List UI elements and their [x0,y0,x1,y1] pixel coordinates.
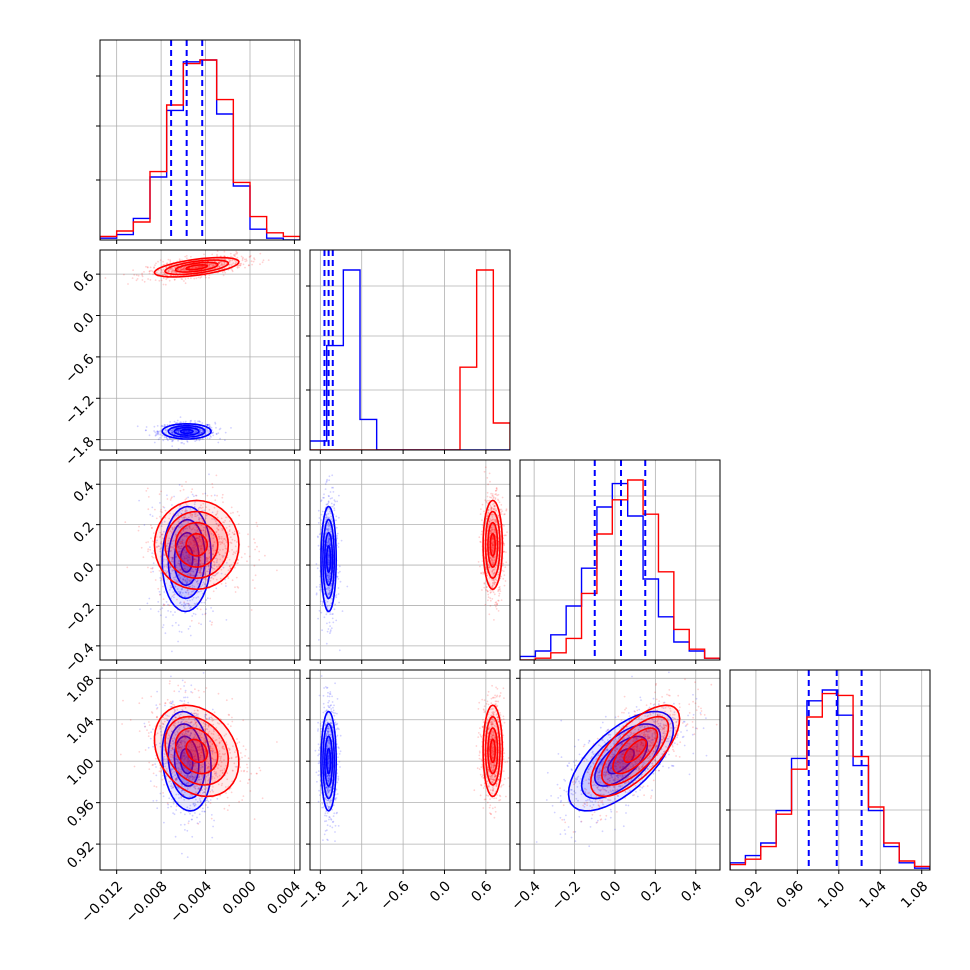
contour-blue [173,426,200,437]
axes-frame [309,249,511,451]
scatter-panel-3-1: −1.8 −1.2 −0.6 0.0 0.6 [295,669,511,914]
contour-red [174,521,219,568]
contour-blue [173,531,200,587]
contour-red [164,715,230,786]
hist-panel-2 [516,459,721,664]
contour-red [487,521,499,568]
contour-blue [325,747,332,775]
x-tick-label: −0.6 [377,878,412,913]
histogram-red [100,59,300,240]
scatter-points-red [124,474,278,626]
contour-blue [179,428,194,435]
hist-panel-3: 0.92 0.96 1.00 1.04 1.08 [726,669,931,912]
contour-red [489,738,497,764]
scatter-panel-2-1 [306,459,511,664]
axes-frame [99,39,301,241]
hist-panel-1 [306,249,511,454]
y-tick-label: 1.08 [64,673,97,706]
scatter-panel-1-0: −1.8 −1.2 −0.6 0.0 0.6 [62,249,301,469]
axes-frame [99,669,301,871]
histogram-blue [730,689,930,870]
x-tick-label: −0.004 [167,878,215,926]
y-tick-label: 0.4 [71,479,98,506]
x-tick-label: 0.0 [598,878,625,905]
contour-red [174,727,219,775]
axes-frame [519,669,721,871]
histogram-red [520,479,720,660]
y-tick-label: 0.0 [71,559,98,586]
contour-red [153,499,240,591]
contour-red [185,738,208,764]
x-tick-label: 0.000 [220,878,260,918]
x-tick-label: −1.2 [336,878,371,913]
axes-frame [729,669,931,871]
x-tick-label: 1.00 [815,878,848,911]
contour-red [185,532,209,557]
contour-red [600,715,670,786]
y-tick-label: −1.2 [62,393,97,428]
x-tick-label: 0.0 [427,878,454,905]
axes-frame [309,669,511,871]
contour-red [589,704,681,798]
x-tick-label: 0.4 [678,878,705,905]
histogram-blue [520,482,720,660]
x-tick-label: 1.04 [857,878,890,911]
x-tick-label: 1.08 [898,878,931,911]
contour-blue [580,723,662,800]
x-tick-label: −0.008 [123,878,171,926]
histogram-blue [310,269,510,450]
contour-blue [593,735,649,787]
y-tick-label: −0.4 [62,640,97,675]
axes-frame [99,459,301,661]
y-tick-label: 0.2 [71,519,98,546]
y-tick-label: 0.6 [71,268,98,295]
histogram-red [310,269,510,450]
contour-blue [323,735,334,787]
contour-red [164,510,230,580]
contour-blue [325,545,332,573]
x-tick-label: 0.2 [638,878,665,905]
axes-frame [99,249,301,451]
y-tick-label: −0.6 [62,351,97,386]
axes-frame [309,459,511,661]
histogram-blue [100,59,300,240]
axes-frame [519,459,721,661]
x-tick-label: −0.2 [549,878,584,913]
contour-red [164,259,230,276]
contour-red [623,738,648,764]
y-tick-label: 1.04 [64,714,97,747]
contour-red [185,263,208,271]
contour-red [153,704,240,798]
contour-red [489,532,497,557]
y-tick-label: 0.96 [64,797,97,830]
contour-blue [567,710,675,812]
contour-red [153,256,240,278]
histogram-red [730,692,930,870]
contour-blue [607,748,635,775]
y-tick-label: −0.2 [62,600,97,635]
contour-red [612,727,659,775]
x-tick-label: −0.4 [508,878,543,913]
y-tick-label: 0.0 [71,310,98,337]
x-tick-label: 0.92 [732,878,765,911]
x-tick-label: 0.6 [468,878,495,905]
y-tick-label: 1.00 [64,756,97,789]
x-tick-label: −1.8 [295,878,330,913]
scatter-panel-3-0: −0.012−0.008−0.004 0.000 0.0040.920.961.00… [64,669,304,926]
x-tick-label: −0.012 [78,878,126,926]
contour-red [487,727,499,775]
scatter-panel-2-0: −0.4 −0.2 0.0 0.2 0.4 [62,459,301,676]
y-tick-label: −1.8 [62,434,97,469]
hist-panel-0 [96,39,301,244]
x-tick-label: 0.96 [774,878,807,911]
scatter-panel-3-2: −0.4 −0.2 0.0 0.2 0.4 [508,669,721,914]
contour-blue [323,531,334,587]
y-tick-label: 0.92 [64,838,97,871]
